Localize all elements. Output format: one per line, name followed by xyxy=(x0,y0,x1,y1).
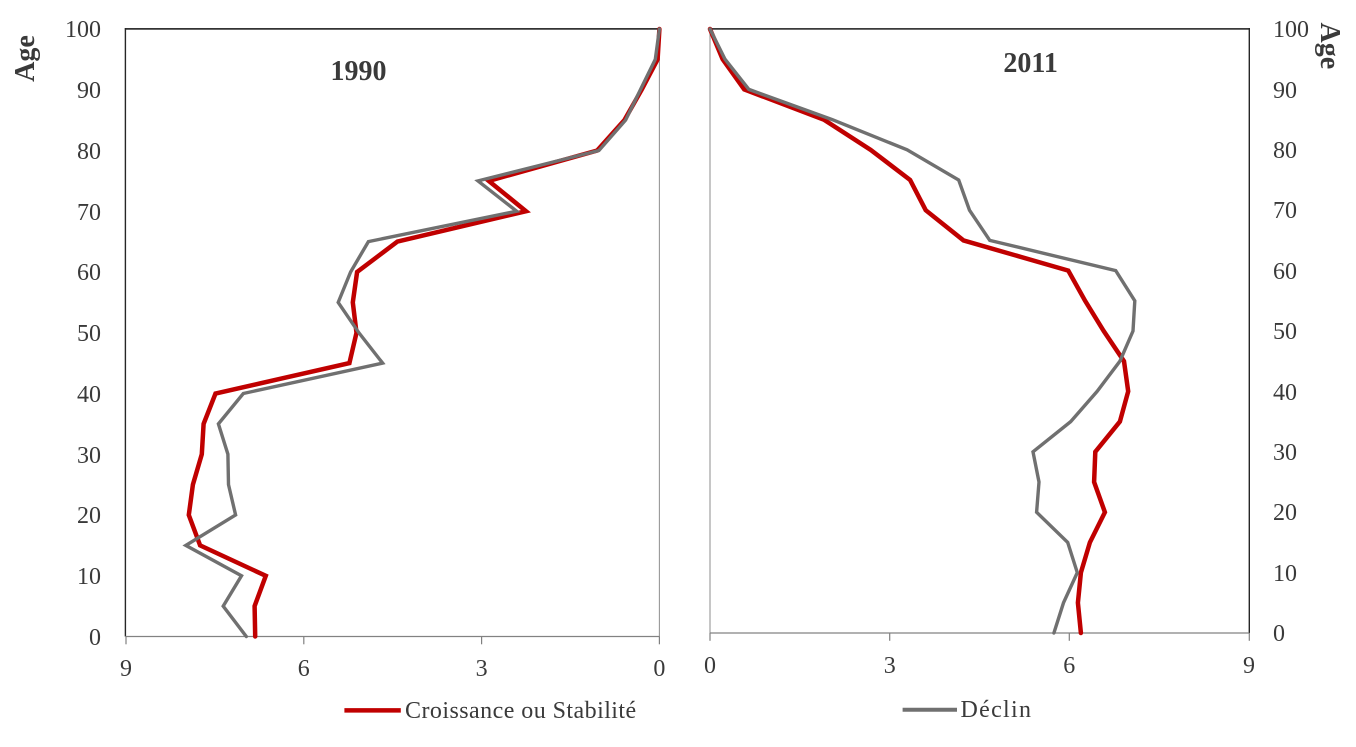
svg-text:Age: Age xyxy=(1314,22,1345,69)
svg-text:30: 30 xyxy=(77,443,101,469)
svg-text:0: 0 xyxy=(653,656,665,682)
svg-text:70: 70 xyxy=(1273,198,1297,224)
svg-text:3: 3 xyxy=(884,653,896,679)
svg-text:2011: 2011 xyxy=(1003,48,1057,79)
svg-text:70: 70 xyxy=(77,200,101,226)
svg-text:50: 50 xyxy=(77,321,101,347)
svg-text:0: 0 xyxy=(1273,621,1285,647)
svg-text:100: 100 xyxy=(65,17,101,43)
svg-text:90: 90 xyxy=(1273,78,1297,104)
svg-text:100: 100 xyxy=(1273,17,1309,43)
svg-text:1990: 1990 xyxy=(331,56,387,87)
svg-text:9: 9 xyxy=(120,656,132,682)
svg-text:9: 9 xyxy=(1243,653,1255,679)
svg-text:Déclin: Déclin xyxy=(961,697,1033,723)
svg-text:3: 3 xyxy=(476,656,488,682)
svg-text:80: 80 xyxy=(1273,138,1297,164)
svg-text:80: 80 xyxy=(77,139,101,165)
svg-text:30: 30 xyxy=(1273,440,1297,466)
svg-text:10: 10 xyxy=(1273,561,1297,587)
svg-text:10: 10 xyxy=(77,564,101,590)
svg-text:Age: Age xyxy=(10,35,41,82)
svg-text:0: 0 xyxy=(89,625,101,651)
svg-text:40: 40 xyxy=(77,382,101,408)
svg-text:6: 6 xyxy=(1063,653,1075,679)
svg-text:6: 6 xyxy=(298,656,310,682)
svg-text:20: 20 xyxy=(77,503,101,529)
svg-text:90: 90 xyxy=(77,78,101,104)
svg-text:40: 40 xyxy=(1273,380,1297,406)
svg-text:0: 0 xyxy=(704,653,716,679)
svg-text:Croissance ou Stabilité: Croissance ou Stabilité xyxy=(405,698,637,724)
svg-text:20: 20 xyxy=(1273,500,1297,526)
svg-text:60: 60 xyxy=(77,260,101,286)
svg-text:60: 60 xyxy=(1273,259,1297,285)
svg-text:50: 50 xyxy=(1273,319,1297,345)
